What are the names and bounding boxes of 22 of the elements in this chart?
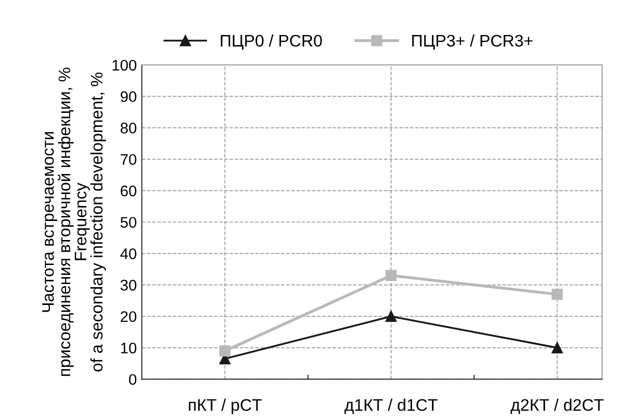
y-tick-label: 40 [120,248,136,260]
y-tick-label: 60 [120,186,136,196]
point [386,310,397,322]
y-tick-label: 0 [129,374,136,385]
y-tick-label: 80 [120,122,136,134]
legend-label: ПЦР3+ / PCR3+ [412,34,533,50]
y-tick-label: 70 [120,154,136,165]
legend-label: ПЦР0 / PCR0 [220,34,322,50]
point [386,270,397,282]
y-tick-label: 20 [120,311,136,322]
x-tick-label: пКТ / pCT [188,398,262,414]
point [552,342,563,354]
y-tick-label: 100 [112,60,136,71]
x-tick-label: д2КТ / d2CT [510,398,604,414]
y-tick-label: 50 [120,216,136,228]
y-tick-label: 30 [120,280,136,291]
y-tick-label: 90 [120,91,136,102]
y-tick-label: 10 [121,342,136,354]
point [552,288,563,300]
y-axis-title: Частота встречаемости присоединения вторичной инфекции, % Frequency of a secondary infection development, % [42,68,106,376]
point [219,345,230,356]
x-tick-label: д1КТ / d1CT [344,398,438,414]
